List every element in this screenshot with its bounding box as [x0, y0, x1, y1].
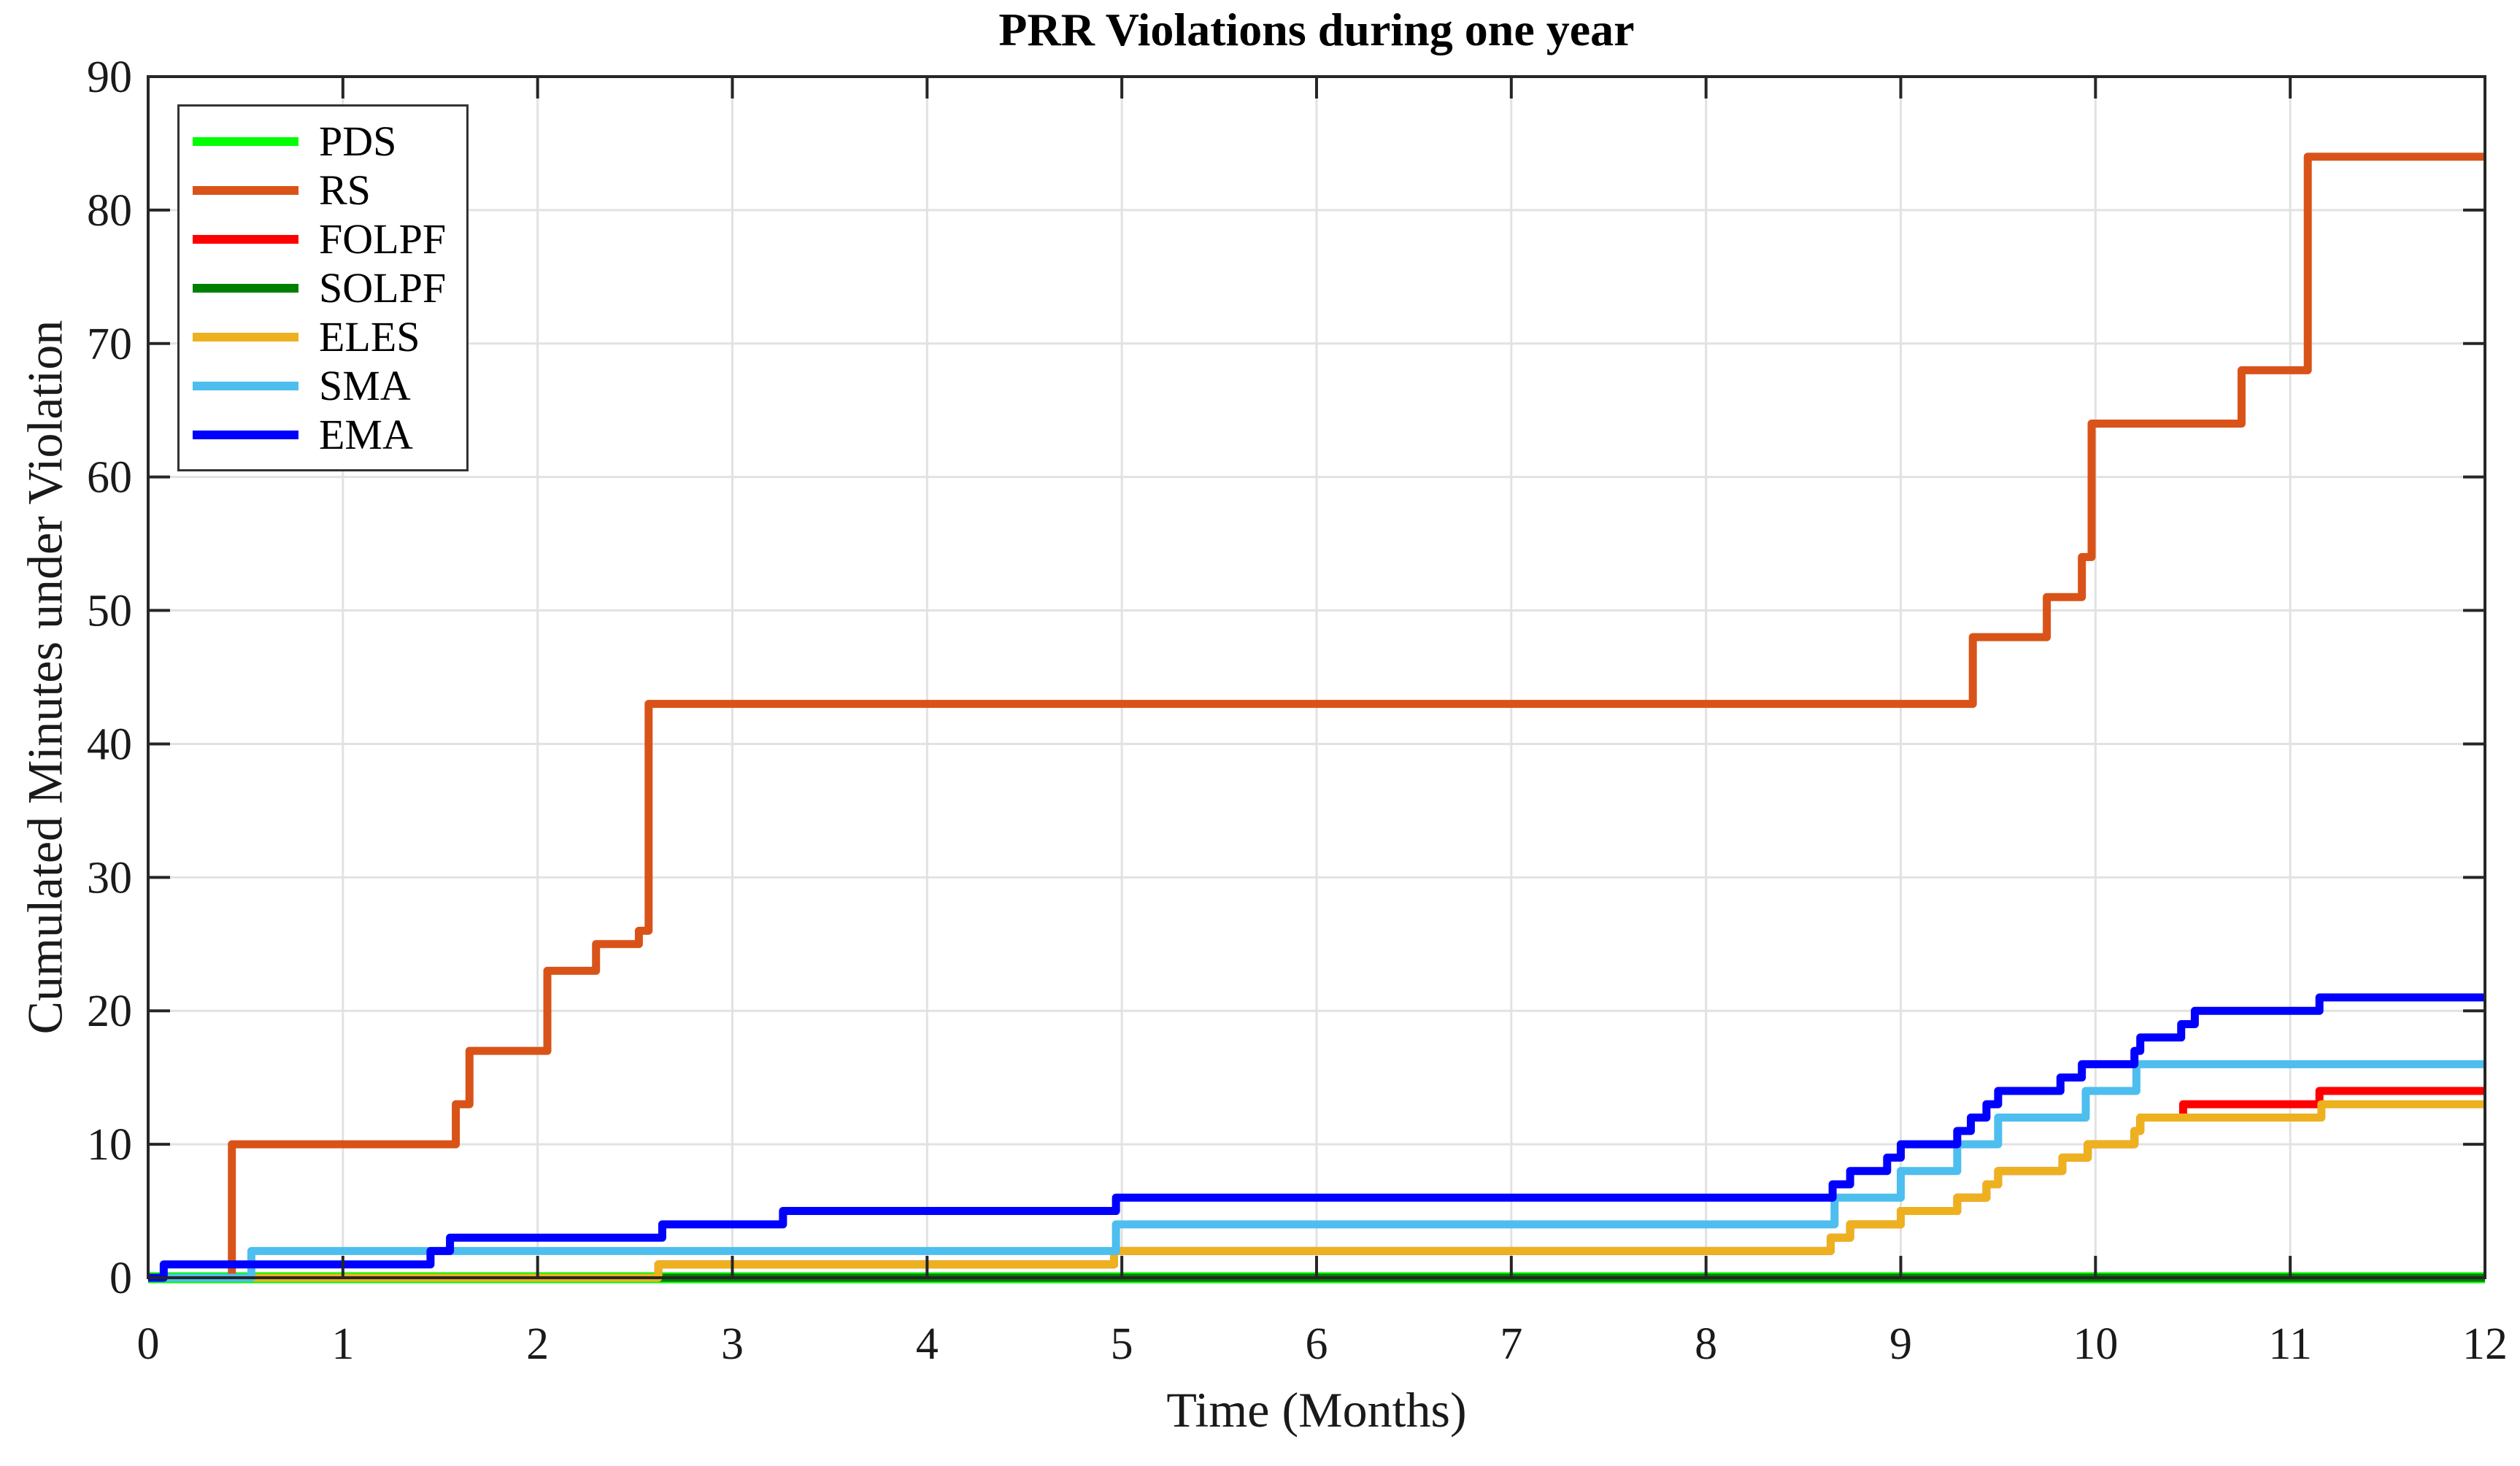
y-tick-label: 60	[87, 453, 132, 503]
legend-swatch-PDS	[193, 136, 298, 146]
y-tick-label: 20	[87, 987, 132, 1036]
legend-item-RS: RS	[193, 166, 446, 215]
series-line-EMA	[148, 993, 2485, 1282]
x-tick-label: 1	[331, 1319, 354, 1369]
legend-label: RS	[319, 166, 371, 214]
legend-swatch-EMA	[193, 430, 298, 439]
x-tick-label: 11	[2268, 1319, 2312, 1369]
x-axis-label: Time (Months)	[1166, 1382, 1467, 1438]
y-tick-label: 40	[87, 720, 132, 769]
legend-label: EMA	[319, 410, 413, 458]
legend-swatch-FOLPF	[193, 234, 298, 244]
legend-swatch-SOLPF	[193, 283, 298, 293]
x-tick-label: 4	[916, 1319, 939, 1369]
x-tick-label: 2	[526, 1319, 549, 1369]
x-tick-label: 10	[2073, 1319, 2118, 1369]
x-tick-label: 3	[721, 1319, 744, 1369]
y-tick-label: 70	[87, 320, 132, 369]
x-tick-label: 6	[1306, 1319, 1328, 1369]
y-tick-label: 0	[109, 1254, 132, 1303]
y-tick-label: 10	[87, 1120, 132, 1170]
x-tick-label: 9	[1889, 1319, 1912, 1369]
series-line-SMA	[148, 1060, 2485, 1282]
legend-item-SOLPF: SOLPF	[193, 263, 446, 312]
legend-swatch-ELES	[193, 332, 298, 342]
legend-item-EMA: EMA	[193, 410, 446, 459]
legend-item-ELES: ELES	[193, 312, 446, 361]
x-tick-label: 8	[1695, 1319, 1717, 1369]
legend-label: FOLPF	[319, 215, 447, 263]
legend-label: ELES	[319, 312, 420, 360]
legend-item-FOLPF: FOLPF	[193, 215, 446, 263]
legend-label: SMA	[319, 361, 411, 409]
x-tick-label: 12	[2462, 1319, 2508, 1369]
x-tick-label: 7	[1500, 1319, 1522, 1369]
legend: PDS RS FOLPF SOLPF ELES SMA EMA	[177, 104, 469, 471]
y-tick-label: 50	[87, 587, 132, 636]
legend-label: PDS	[319, 117, 397, 165]
legend-label: SOLPF	[319, 263, 447, 312]
x-tick-label: 0	[137, 1319, 160, 1369]
legend-item-PDS: PDS	[193, 117, 446, 166]
chart-title: PRR Violations during one year	[998, 4, 1635, 55]
legend-swatch-SMA	[193, 381, 298, 390]
legend-swatch-RS	[193, 185, 298, 195]
y-axis-label: Cumulated Minutes under Violation	[17, 320, 73, 1035]
y-tick-label: 30	[87, 853, 132, 903]
y-tick-label: 90	[87, 53, 132, 102]
x-tick-label: 5	[1111, 1319, 1133, 1369]
series-line-ELES	[148, 1100, 2485, 1282]
series-line-RS	[148, 153, 2485, 1282]
legend-item-SMA: SMA	[193, 361, 446, 410]
y-tick-label: 80	[87, 186, 132, 236]
